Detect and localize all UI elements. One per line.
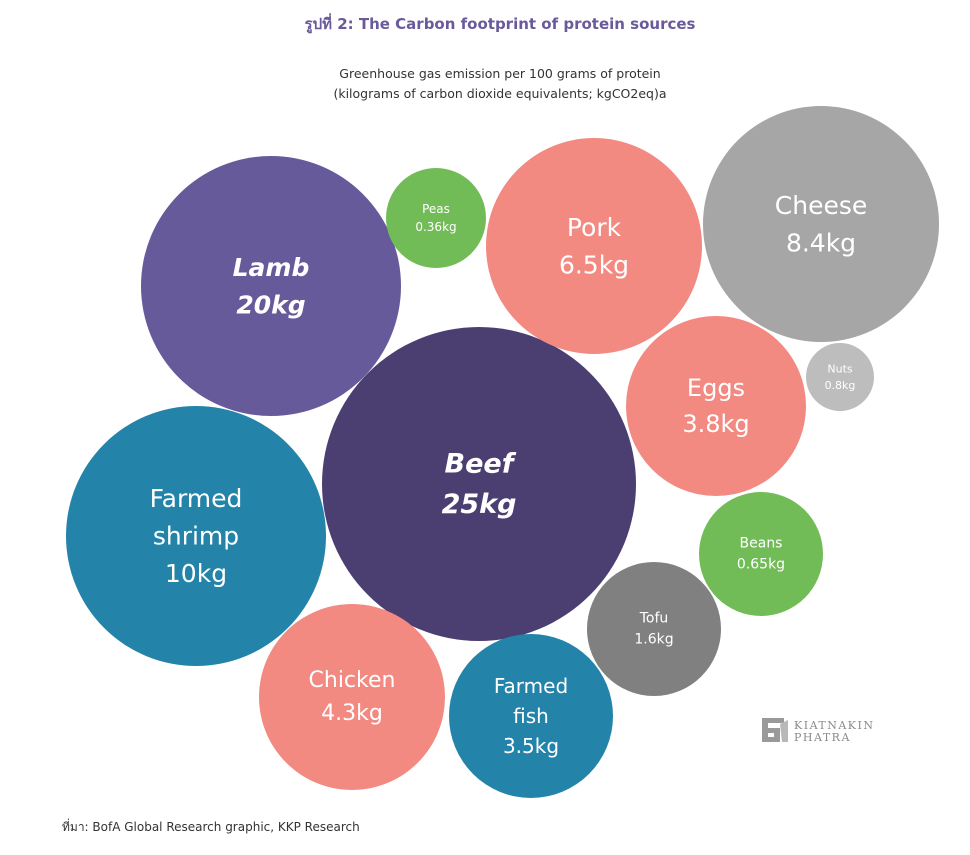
bubble-circle-chicken bbox=[259, 604, 445, 790]
bubble-peas: Peas 0.36kg bbox=[386, 168, 486, 268]
bubble-circle-farmed-shrimp bbox=[66, 406, 326, 666]
bubble-label-pork: Pork bbox=[567, 213, 622, 242]
chart-title: รูปที่ 2: The Carbon footprint of protei… bbox=[304, 15, 696, 33]
bubble-value-farmed-fish: 3.5kg bbox=[503, 734, 559, 758]
chart-subtitle: Greenhouse gas emission per 100 grams of… bbox=[0, 64, 970, 104]
bubble-value-lamb: 20kg bbox=[236, 290, 305, 319]
bubble-circle-farmed-fish bbox=[449, 634, 613, 798]
bubble-lamb: Lamb 20kg bbox=[141, 156, 401, 416]
bubble-label-eggs: Eggs bbox=[687, 374, 745, 402]
bubble-beef: Beef 25kg bbox=[322, 327, 636, 641]
bubble-label-farmed-shrimp: shrimp bbox=[153, 522, 239, 551]
bubble-label-beef: Beef bbox=[445, 448, 517, 479]
bubble-circle-tofu bbox=[587, 562, 721, 696]
bubble-value-eggs: 3.8kg bbox=[682, 410, 749, 438]
logo-line-2: PHATRA bbox=[794, 731, 851, 744]
bubble-circle-eggs bbox=[626, 316, 806, 496]
kkp-logo-icon bbox=[762, 718, 788, 742]
kkp-logo-text: KIATNAKIN PHATRA bbox=[794, 720, 875, 744]
bubble-value-peas: 0.36kg bbox=[415, 220, 456, 234]
bubble-label-chicken: Chicken bbox=[309, 668, 396, 693]
bubble-label-cheese: Cheese bbox=[775, 191, 867, 220]
bubble-circle-nuts bbox=[806, 343, 874, 411]
bubble-circle-peas bbox=[386, 168, 486, 268]
bubble-label-beans: Beans bbox=[740, 536, 783, 552]
bubble-value-nuts: 0.8kg bbox=[825, 379, 856, 392]
bubble-tofu: Tofu 1.6kg bbox=[587, 562, 721, 696]
bubble-pork: Pork 6.5kg bbox=[486, 138, 702, 354]
bubble-eggs: Eggs 3.8kg bbox=[626, 316, 806, 496]
bubble-cheese: Cheese 8.4kg bbox=[703, 106, 939, 342]
bubble-value-tofu: 1.6kg bbox=[634, 632, 673, 648]
bubble-value-beef: 25kg bbox=[442, 489, 517, 520]
bubble-circle-lamb bbox=[141, 156, 401, 416]
bubble-value-farmed-shrimp: 10kg bbox=[165, 559, 227, 588]
source-note: ที่มา: BofA Global Research graphic, KKP… bbox=[62, 820, 360, 834]
bubble-value-chicken: 4.3kg bbox=[321, 701, 383, 726]
subtitle-line-1: Greenhouse gas emission per 100 grams of… bbox=[339, 66, 661, 81]
bubble-label-peas: Peas bbox=[422, 202, 450, 216]
bubble-chicken: Chicken 4.3kg bbox=[259, 604, 445, 790]
bubble-circle-beef bbox=[322, 327, 636, 641]
bubble-farmed-fish: Farmed fish 3.5kg bbox=[449, 634, 613, 798]
bubble-value-pork: 6.5kg bbox=[559, 250, 629, 279]
bubble-label-nuts: Nuts bbox=[827, 362, 853, 375]
bubble-value-beans: 0.65kg bbox=[737, 557, 785, 573]
bubble-label-farmed-shrimp: Farmed bbox=[150, 484, 243, 513]
bubble-value-cheese: 8.4kg bbox=[786, 228, 856, 257]
bubble-label-farmed-fish: Farmed bbox=[494, 674, 568, 698]
subtitle-line-2: (kilograms of carbon dioxide equivalents… bbox=[333, 86, 667, 101]
bubble-farmed-shrimp: Farmed shrimp 10kg bbox=[66, 406, 326, 666]
bubble-circle-pork bbox=[486, 138, 702, 354]
bubble-label-farmed-fish: fish bbox=[513, 704, 549, 728]
kkp-logo: KIATNAKIN PHATRA bbox=[760, 716, 890, 746]
bubble-label-tofu: Tofu bbox=[639, 611, 669, 627]
bubble-label-lamb: Lamb bbox=[233, 253, 310, 282]
bubble-circle-beans bbox=[699, 492, 823, 616]
bubble-circle-cheese bbox=[703, 106, 939, 342]
logo-line-1: KIATNAKIN bbox=[794, 719, 875, 732]
bubble-beans: Beans 0.65kg bbox=[699, 492, 823, 616]
bubble-nuts: Nuts 0.8kg bbox=[806, 343, 874, 411]
